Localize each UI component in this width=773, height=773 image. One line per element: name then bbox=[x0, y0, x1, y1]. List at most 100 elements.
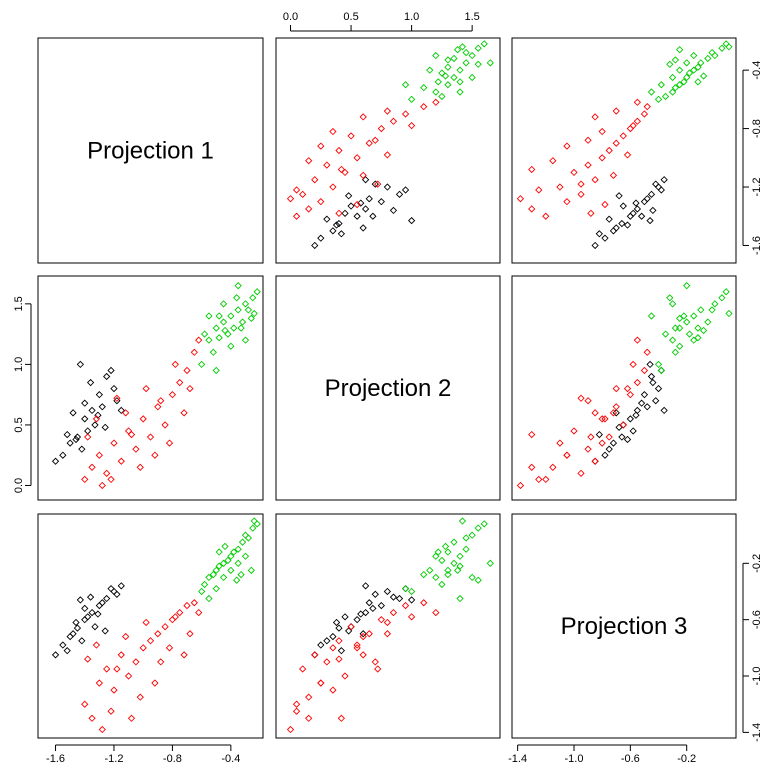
point bbox=[577, 190, 585, 198]
point bbox=[76, 596, 85, 604]
point bbox=[690, 336, 698, 344]
point bbox=[708, 306, 716, 314]
point bbox=[694, 324, 702, 332]
point bbox=[142, 384, 150, 393]
point bbox=[640, 197, 649, 206]
point bbox=[317, 197, 325, 206]
point bbox=[615, 423, 623, 431]
point bbox=[165, 439, 174, 447]
point bbox=[190, 599, 198, 607]
point bbox=[420, 599, 428, 607]
point bbox=[652, 180, 660, 188]
panel bbox=[37, 37, 264, 264]
point bbox=[474, 44, 482, 52]
point bbox=[341, 209, 349, 217]
point bbox=[535, 475, 543, 484]
point bbox=[69, 630, 77, 638]
point bbox=[365, 630, 373, 638]
point bbox=[337, 647, 346, 655]
point bbox=[444, 566, 452, 574]
point bbox=[329, 227, 337, 235]
point bbox=[434, 548, 442, 556]
point bbox=[292, 707, 301, 715]
point bbox=[200, 580, 209, 589]
point bbox=[157, 397, 165, 405]
point bbox=[389, 593, 398, 601]
y-tick-label: -1.2 bbox=[751, 178, 763, 197]
point bbox=[407, 587, 416, 596]
point bbox=[432, 608, 440, 617]
point bbox=[230, 548, 238, 556]
point bbox=[601, 451, 609, 459]
point bbox=[450, 559, 458, 567]
point bbox=[456, 66, 464, 74]
point bbox=[685, 330, 694, 338]
point bbox=[63, 647, 71, 655]
point bbox=[237, 570, 245, 579]
point bbox=[168, 616, 177, 624]
point bbox=[612, 409, 620, 417]
point bbox=[683, 282, 691, 290]
point bbox=[407, 596, 416, 604]
point bbox=[335, 146, 343, 155]
point bbox=[549, 157, 557, 165]
point bbox=[365, 599, 373, 607]
point bbox=[249, 294, 257, 302]
panel bbox=[37, 513, 264, 739]
point bbox=[345, 627, 353, 635]
point bbox=[591, 409, 599, 417]
point bbox=[205, 312, 213, 320]
point bbox=[95, 391, 104, 399]
point bbox=[91, 623, 99, 631]
point bbox=[238, 538, 247, 546]
point bbox=[146, 637, 155, 645]
point bbox=[401, 81, 410, 89]
point bbox=[51, 457, 60, 465]
point bbox=[361, 205, 370, 213]
point bbox=[221, 542, 229, 551]
point bbox=[407, 122, 416, 130]
point bbox=[186, 384, 194, 393]
point bbox=[657, 186, 665, 194]
panel bbox=[275, 275, 501, 501]
point bbox=[587, 433, 595, 441]
point bbox=[676, 81, 684, 89]
point bbox=[676, 314, 684, 323]
point bbox=[132, 445, 140, 453]
point bbox=[110, 439, 118, 447]
point bbox=[401, 585, 410, 593]
point bbox=[690, 51, 698, 60]
point bbox=[432, 51, 440, 60]
point bbox=[299, 665, 307, 673]
point bbox=[535, 186, 543, 194]
point bbox=[458, 517, 467, 525]
point bbox=[649, 378, 657, 387]
point bbox=[171, 613, 179, 621]
point bbox=[95, 679, 104, 687]
point bbox=[195, 336, 203, 344]
point bbox=[84, 613, 92, 621]
variable-label: Projection 2 bbox=[325, 375, 452, 402]
point bbox=[357, 610, 365, 618]
point bbox=[353, 212, 361, 220]
point bbox=[171, 360, 179, 369]
point bbox=[227, 312, 235, 320]
point bbox=[668, 73, 677, 82]
point bbox=[286, 195, 295, 203]
point bbox=[612, 139, 620, 147]
point bbox=[107, 366, 115, 375]
y-tick-label: -0.6 bbox=[751, 610, 763, 629]
point bbox=[101, 627, 109, 635]
point bbox=[205, 594, 213, 603]
point bbox=[215, 334, 223, 342]
point bbox=[395, 594, 404, 603]
point bbox=[311, 651, 319, 659]
point bbox=[317, 142, 325, 150]
point bbox=[92, 641, 101, 649]
point bbox=[694, 78, 702, 86]
point bbox=[127, 430, 136, 439]
point bbox=[598, 415, 606, 423]
point bbox=[113, 590, 121, 598]
point bbox=[154, 403, 162, 411]
point bbox=[474, 60, 482, 68]
